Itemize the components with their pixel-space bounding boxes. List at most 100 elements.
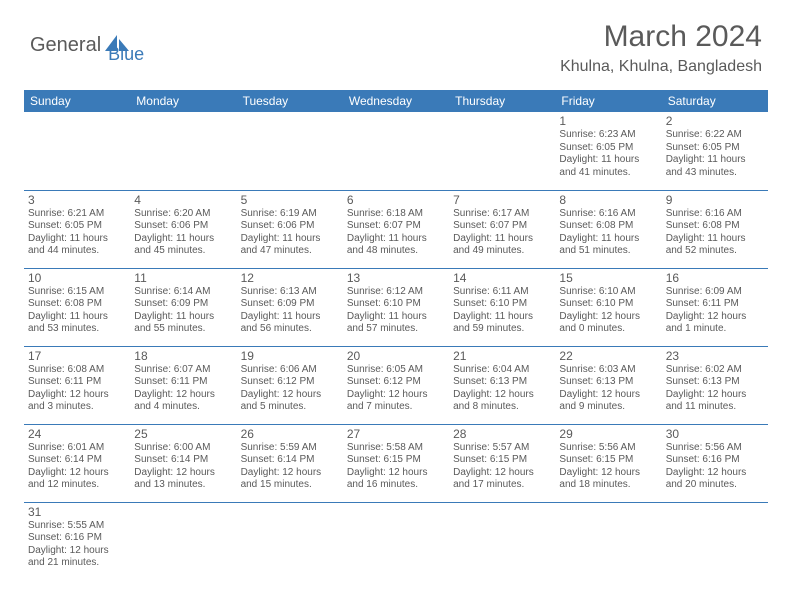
day-info: Sunrise: 6:22 AMSunset: 6:05 PMDaylight:… bbox=[666, 129, 764, 179]
day-number: 10 bbox=[28, 271, 126, 285]
calendar-row: 1Sunrise: 6:23 AMSunset: 6:05 PMDaylight… bbox=[24, 112, 768, 190]
day-info: Sunrise: 5:56 AMSunset: 6:15 PMDaylight:… bbox=[559, 442, 657, 492]
calendar-cell: 7Sunrise: 6:17 AMSunset: 6:07 PMDaylight… bbox=[449, 190, 555, 268]
day-number: 2 bbox=[666, 114, 764, 128]
day-info: Sunrise: 6:11 AMSunset: 6:10 PMDaylight:… bbox=[453, 286, 551, 336]
calendar-cell: 3Sunrise: 6:21 AMSunset: 6:05 PMDaylight… bbox=[24, 190, 130, 268]
calendar-cell: 14Sunrise: 6:11 AMSunset: 6:10 PMDayligh… bbox=[449, 268, 555, 346]
dayname-header: Sunday bbox=[24, 90, 130, 112]
calendar-cell: 21Sunrise: 6:04 AMSunset: 6:13 PMDayligh… bbox=[449, 346, 555, 424]
calendar-cell-empty bbox=[237, 112, 343, 190]
day-info: Sunrise: 6:17 AMSunset: 6:07 PMDaylight:… bbox=[453, 208, 551, 258]
day-info: Sunrise: 6:23 AMSunset: 6:05 PMDaylight:… bbox=[559, 129, 657, 179]
day-info: Sunrise: 6:01 AMSunset: 6:14 PMDaylight:… bbox=[28, 442, 126, 492]
calendar-cell-empty bbox=[237, 502, 343, 580]
day-info: Sunrise: 6:16 AMSunset: 6:08 PMDaylight:… bbox=[559, 208, 657, 258]
calendar-cell: 5Sunrise: 6:19 AMSunset: 6:06 PMDaylight… bbox=[237, 190, 343, 268]
calendar-body: 1Sunrise: 6:23 AMSunset: 6:05 PMDaylight… bbox=[24, 112, 768, 580]
calendar-cell-empty bbox=[343, 112, 449, 190]
day-info: Sunrise: 6:12 AMSunset: 6:10 PMDaylight:… bbox=[347, 286, 445, 336]
calendar-cell: 22Sunrise: 6:03 AMSunset: 6:13 PMDayligh… bbox=[555, 346, 661, 424]
calendar-cell: 1Sunrise: 6:23 AMSunset: 6:05 PMDaylight… bbox=[555, 112, 661, 190]
header: General Blue March 2024 Khulna, Khulna, … bbox=[0, 0, 792, 84]
day-info: Sunrise: 6:14 AMSunset: 6:09 PMDaylight:… bbox=[134, 286, 232, 336]
day-number: 9 bbox=[666, 193, 764, 207]
calendar-cell: 17Sunrise: 6:08 AMSunset: 6:11 PMDayligh… bbox=[24, 346, 130, 424]
day-number: 6 bbox=[347, 193, 445, 207]
calendar-cell: 16Sunrise: 6:09 AMSunset: 6:11 PMDayligh… bbox=[662, 268, 768, 346]
calendar-row: 3Sunrise: 6:21 AMSunset: 6:05 PMDaylight… bbox=[24, 190, 768, 268]
day-number: 1 bbox=[559, 114, 657, 128]
day-number: 18 bbox=[134, 349, 232, 363]
calendar-cell: 23Sunrise: 6:02 AMSunset: 6:13 PMDayligh… bbox=[662, 346, 768, 424]
day-number: 29 bbox=[559, 427, 657, 441]
calendar-cell: 27Sunrise: 5:58 AMSunset: 6:15 PMDayligh… bbox=[343, 424, 449, 502]
calendar-row: 24Sunrise: 6:01 AMSunset: 6:14 PMDayligh… bbox=[24, 424, 768, 502]
calendar-cell: 6Sunrise: 6:18 AMSunset: 6:07 PMDaylight… bbox=[343, 190, 449, 268]
month-title: March 2024 bbox=[560, 20, 762, 54]
day-number: 17 bbox=[28, 349, 126, 363]
day-info: Sunrise: 5:59 AMSunset: 6:14 PMDaylight:… bbox=[241, 442, 339, 492]
logo: General Blue bbox=[30, 26, 144, 65]
day-info: Sunrise: 5:57 AMSunset: 6:15 PMDaylight:… bbox=[453, 442, 551, 492]
day-info: Sunrise: 5:55 AMSunset: 6:16 PMDaylight:… bbox=[28, 520, 126, 570]
calendar-cell: 24Sunrise: 6:01 AMSunset: 6:14 PMDayligh… bbox=[24, 424, 130, 502]
dayname-header: Friday bbox=[555, 90, 661, 112]
day-info: Sunrise: 6:03 AMSunset: 6:13 PMDaylight:… bbox=[559, 364, 657, 414]
day-number: 16 bbox=[666, 271, 764, 285]
day-info: Sunrise: 5:56 AMSunset: 6:16 PMDaylight:… bbox=[666, 442, 764, 492]
day-number: 7 bbox=[453, 193, 551, 207]
calendar-cell-empty bbox=[343, 502, 449, 580]
calendar-cell: 12Sunrise: 6:13 AMSunset: 6:09 PMDayligh… bbox=[237, 268, 343, 346]
day-number: 20 bbox=[347, 349, 445, 363]
day-number: 22 bbox=[559, 349, 657, 363]
calendar-cell: 13Sunrise: 6:12 AMSunset: 6:10 PMDayligh… bbox=[343, 268, 449, 346]
day-info: Sunrise: 6:00 AMSunset: 6:14 PMDaylight:… bbox=[134, 442, 232, 492]
calendar-cell-empty bbox=[130, 502, 236, 580]
day-number: 15 bbox=[559, 271, 657, 285]
location-text: Khulna, Khulna, Bangladesh bbox=[560, 58, 762, 76]
day-info: Sunrise: 6:19 AMSunset: 6:06 PMDaylight:… bbox=[241, 208, 339, 258]
dayname-header: Thursday bbox=[449, 90, 555, 112]
day-number: 8 bbox=[559, 193, 657, 207]
day-info: Sunrise: 6:10 AMSunset: 6:10 PMDaylight:… bbox=[559, 286, 657, 336]
calendar-cell-empty bbox=[555, 502, 661, 580]
day-info: Sunrise: 6:06 AMSunset: 6:12 PMDaylight:… bbox=[241, 364, 339, 414]
calendar-row: 10Sunrise: 6:15 AMSunset: 6:08 PMDayligh… bbox=[24, 268, 768, 346]
day-number: 31 bbox=[28, 505, 126, 519]
calendar-table: SundayMondayTuesdayWednesdayThursdayFrid… bbox=[24, 90, 768, 580]
calendar-cell: 31Sunrise: 5:55 AMSunset: 6:16 PMDayligh… bbox=[24, 502, 130, 580]
dayname-header: Saturday bbox=[662, 90, 768, 112]
day-info: Sunrise: 6:07 AMSunset: 6:11 PMDaylight:… bbox=[134, 364, 232, 414]
calendar-cell: 8Sunrise: 6:16 AMSunset: 6:08 PMDaylight… bbox=[555, 190, 661, 268]
calendar-row: 17Sunrise: 6:08 AMSunset: 6:11 PMDayligh… bbox=[24, 346, 768, 424]
calendar-cell: 26Sunrise: 5:59 AMSunset: 6:14 PMDayligh… bbox=[237, 424, 343, 502]
day-number: 19 bbox=[241, 349, 339, 363]
calendar-cell-empty bbox=[662, 502, 768, 580]
day-info: Sunrise: 6:05 AMSunset: 6:12 PMDaylight:… bbox=[347, 364, 445, 414]
day-info: Sunrise: 6:18 AMSunset: 6:07 PMDaylight:… bbox=[347, 208, 445, 258]
day-number: 30 bbox=[666, 427, 764, 441]
day-number: 13 bbox=[347, 271, 445, 285]
calendar-cell: 15Sunrise: 6:10 AMSunset: 6:10 PMDayligh… bbox=[555, 268, 661, 346]
day-info: Sunrise: 6:08 AMSunset: 6:11 PMDaylight:… bbox=[28, 364, 126, 414]
title-block: March 2024 Khulna, Khulna, Bangladesh bbox=[560, 20, 762, 76]
dayname-header: Monday bbox=[130, 90, 236, 112]
day-number: 11 bbox=[134, 271, 232, 285]
dayname-header: Wednesday bbox=[343, 90, 449, 112]
calendar-cell: 4Sunrise: 6:20 AMSunset: 6:06 PMDaylight… bbox=[130, 190, 236, 268]
day-info: Sunrise: 5:58 AMSunset: 6:15 PMDaylight:… bbox=[347, 442, 445, 492]
logo-text-general: General bbox=[30, 34, 101, 57]
calendar-cell: 25Sunrise: 6:00 AMSunset: 6:14 PMDayligh… bbox=[130, 424, 236, 502]
calendar-cell: 11Sunrise: 6:14 AMSunset: 6:09 PMDayligh… bbox=[130, 268, 236, 346]
calendar-cell-empty bbox=[449, 502, 555, 580]
day-info: Sunrise: 6:16 AMSunset: 6:08 PMDaylight:… bbox=[666, 208, 764, 258]
day-info: Sunrise: 6:04 AMSunset: 6:13 PMDaylight:… bbox=[453, 364, 551, 414]
calendar-cell-empty bbox=[130, 112, 236, 190]
day-number: 26 bbox=[241, 427, 339, 441]
dayname-header: Tuesday bbox=[237, 90, 343, 112]
calendar-cell: 29Sunrise: 5:56 AMSunset: 6:15 PMDayligh… bbox=[555, 424, 661, 502]
logo-text-blue: Blue bbox=[108, 44, 144, 65]
day-number: 27 bbox=[347, 427, 445, 441]
day-number: 5 bbox=[241, 193, 339, 207]
